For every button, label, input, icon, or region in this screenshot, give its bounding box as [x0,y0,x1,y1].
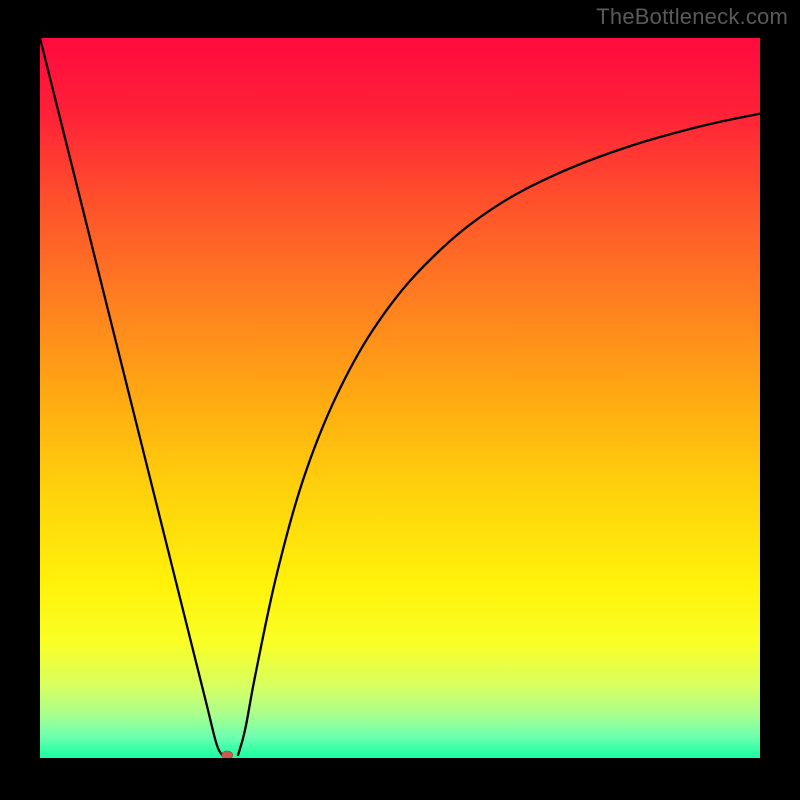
curve-right-branch [238,114,760,756]
watermark-text: TheBottleneck.com [596,4,788,30]
chart-container: TheBottleneck.com [0,0,800,800]
curve-left-branch [40,38,222,755]
minimum-marker [222,751,233,758]
plot-area [40,38,760,758]
curve-layer [40,38,760,758]
